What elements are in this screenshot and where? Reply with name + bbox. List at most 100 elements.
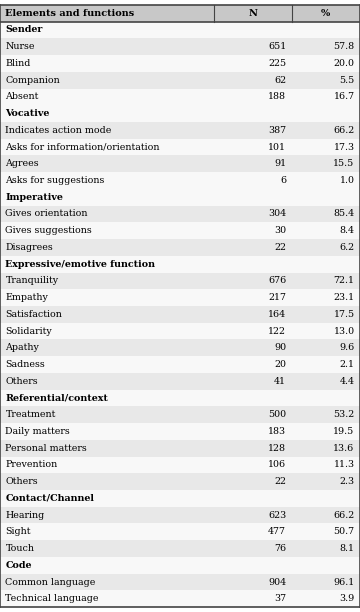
Bar bbox=[214, 155, 292, 172]
Bar bbox=[0, 55, 214, 72]
Text: 6.2: 6.2 bbox=[339, 243, 355, 252]
Text: Asks for information/orientation: Asks for information/orientation bbox=[5, 143, 160, 152]
Text: 17.5: 17.5 bbox=[333, 310, 355, 319]
Bar bbox=[0, 373, 214, 390]
Text: 85.4: 85.4 bbox=[333, 209, 355, 218]
Bar bbox=[0, 39, 360, 55]
Text: Satisfaction: Satisfaction bbox=[5, 310, 62, 319]
Bar bbox=[0, 473, 214, 490]
Bar bbox=[0, 122, 214, 139]
Bar bbox=[292, 39, 360, 55]
Text: 101: 101 bbox=[268, 143, 286, 152]
Text: Empathy: Empathy bbox=[5, 293, 48, 302]
Text: 20.0: 20.0 bbox=[334, 59, 355, 68]
Bar bbox=[0, 55, 360, 72]
Text: Apathy: Apathy bbox=[5, 343, 39, 353]
Bar bbox=[292, 440, 360, 457]
Text: 651: 651 bbox=[268, 42, 286, 51]
Bar bbox=[0, 573, 214, 591]
Bar bbox=[214, 172, 292, 189]
Bar bbox=[0, 306, 360, 323]
Bar bbox=[0, 105, 360, 122]
Text: 2.3: 2.3 bbox=[339, 477, 355, 486]
Bar bbox=[0, 406, 360, 423]
Text: 183: 183 bbox=[268, 427, 286, 436]
Bar bbox=[0, 139, 360, 155]
Text: 41: 41 bbox=[274, 377, 286, 386]
Bar bbox=[214, 540, 292, 557]
Bar bbox=[292, 406, 360, 423]
Bar bbox=[0, 272, 214, 289]
Text: Code: Code bbox=[5, 561, 32, 570]
Text: 96.1: 96.1 bbox=[333, 578, 355, 586]
Bar bbox=[214, 356, 292, 373]
Bar bbox=[214, 323, 292, 340]
Bar bbox=[292, 139, 360, 155]
Text: 19.5: 19.5 bbox=[333, 427, 355, 436]
Bar bbox=[292, 473, 360, 490]
Text: Sender: Sender bbox=[5, 26, 43, 34]
Bar bbox=[0, 591, 214, 607]
Text: 66.2: 66.2 bbox=[333, 510, 355, 520]
Bar bbox=[0, 222, 360, 239]
Bar bbox=[0, 507, 214, 523]
Bar bbox=[0, 540, 214, 557]
Text: Hearing: Hearing bbox=[5, 510, 45, 520]
Text: 1.0: 1.0 bbox=[339, 176, 355, 185]
Bar bbox=[214, 440, 292, 457]
Text: Agrees: Agrees bbox=[5, 159, 39, 168]
Text: 91: 91 bbox=[274, 159, 286, 168]
Bar bbox=[0, 507, 360, 523]
Bar bbox=[0, 340, 214, 356]
Bar bbox=[292, 591, 360, 607]
Bar bbox=[292, 323, 360, 340]
Bar bbox=[292, 306, 360, 323]
Bar bbox=[0, 172, 214, 189]
Bar bbox=[0, 21, 360, 39]
Bar bbox=[0, 423, 360, 440]
Text: 50.7: 50.7 bbox=[333, 528, 355, 536]
Text: Personal matters: Personal matters bbox=[5, 444, 87, 453]
Text: 304: 304 bbox=[268, 209, 286, 218]
Text: 128: 128 bbox=[268, 444, 286, 453]
Bar bbox=[214, 239, 292, 256]
Bar bbox=[0, 139, 214, 155]
Text: 188: 188 bbox=[268, 92, 286, 102]
Text: 13.0: 13.0 bbox=[333, 327, 355, 335]
Bar bbox=[292, 540, 360, 557]
Bar bbox=[292, 356, 360, 373]
Text: 15.5: 15.5 bbox=[333, 159, 355, 168]
Text: 30: 30 bbox=[274, 226, 286, 235]
Text: Technical language: Technical language bbox=[5, 594, 99, 603]
Bar bbox=[0, 189, 360, 206]
Bar bbox=[0, 356, 214, 373]
Bar bbox=[292, 523, 360, 540]
Text: Expressive/emotive function: Expressive/emotive function bbox=[5, 259, 156, 269]
Bar bbox=[0, 256, 360, 272]
Bar bbox=[214, 473, 292, 490]
Bar bbox=[292, 239, 360, 256]
Text: Disagrees: Disagrees bbox=[5, 243, 53, 252]
Text: Touch: Touch bbox=[5, 544, 35, 553]
Text: 72.1: 72.1 bbox=[334, 277, 355, 285]
Bar bbox=[0, 373, 360, 390]
Text: 4.4: 4.4 bbox=[339, 377, 355, 386]
Text: 5.5: 5.5 bbox=[339, 76, 355, 84]
Text: 623: 623 bbox=[268, 510, 286, 520]
Bar bbox=[0, 540, 360, 557]
Text: 217: 217 bbox=[268, 293, 286, 302]
Bar bbox=[0, 423, 214, 440]
Bar bbox=[214, 507, 292, 523]
Bar bbox=[0, 89, 214, 105]
Bar bbox=[214, 306, 292, 323]
Bar bbox=[214, 573, 292, 591]
Bar bbox=[0, 390, 360, 406]
Bar bbox=[0, 440, 360, 457]
Text: Gives suggestions: Gives suggestions bbox=[5, 226, 92, 235]
Text: 387: 387 bbox=[268, 126, 286, 135]
Text: Referential/context: Referential/context bbox=[5, 394, 108, 403]
Bar bbox=[0, 490, 360, 507]
Bar bbox=[214, 55, 292, 72]
Bar bbox=[214, 457, 292, 473]
Text: 904: 904 bbox=[268, 578, 286, 586]
